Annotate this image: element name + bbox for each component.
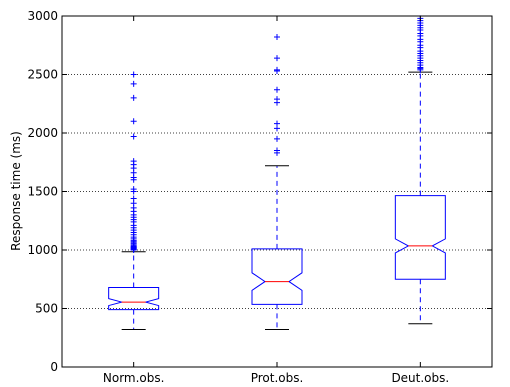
outlier-point: [130, 80, 137, 87]
outlier-point: [274, 34, 280, 41]
x-tick-label: Norm.obs.: [103, 371, 165, 383]
outlier-point: [130, 71, 137, 78]
y-tick-label: 1000: [27, 243, 58, 257]
outlier-point: [274, 147, 280, 154]
outlier-point: [130, 133, 137, 140]
box-group-3: [394, 15, 446, 325]
y-tick-label: 500: [35, 302, 58, 316]
notched-box: [394, 195, 446, 280]
outlier-point: [130, 195, 137, 202]
y-tick-label: 3000: [27, 9, 58, 23]
outlier-point: [274, 66, 280, 73]
outlier-point: [130, 186, 137, 193]
ticks: 0 500 1000 1500 2000 2500 3000 Norm.obs. Prot.ob…: [27, 9, 492, 385]
y-tick-label: 0: [50, 360, 58, 374]
box-group-1: [108, 71, 160, 331]
y-axis-label: Response time (ms): [9, 131, 23, 251]
boxes: [108, 15, 446, 331]
box-group-2: [251, 34, 303, 331]
notched-box: [251, 248, 303, 305]
x-tick-label: Prot.obs.: [251, 371, 304, 383]
outlier-point: [274, 96, 280, 103]
y-tick-label: 2000: [27, 126, 58, 140]
y-tick-label: 2500: [27, 68, 58, 82]
outlier-point: [130, 94, 137, 101]
outlier-point: [130, 118, 137, 125]
outlier-point: [274, 86, 280, 93]
notched-box: [108, 286, 160, 311]
outlier-point: [274, 120, 280, 127]
x-tick-label: Deut.obs.: [391, 371, 449, 383]
outlier-point: [274, 135, 280, 142]
y-tick-label: 1500: [27, 185, 58, 199]
outlier-point: [274, 55, 280, 62]
outlier-point: [130, 158, 137, 165]
